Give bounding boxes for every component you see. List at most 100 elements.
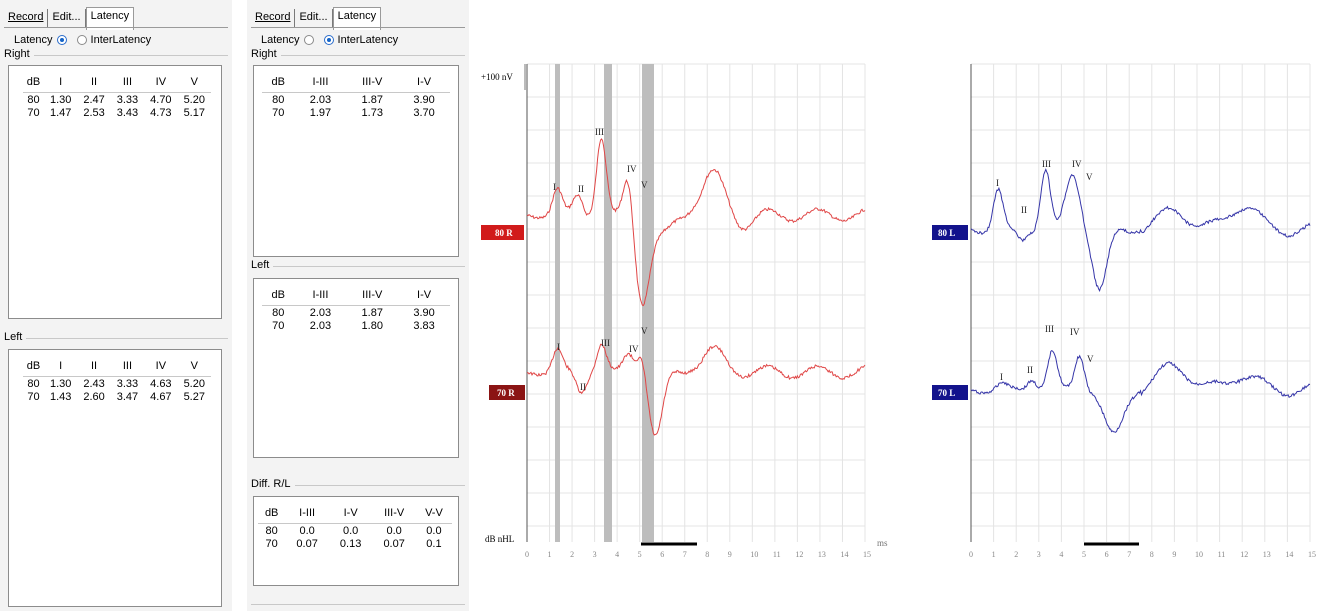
peak-label-ii: II bbox=[580, 382, 586, 392]
diff-group-title: Diff. R/L bbox=[251, 478, 295, 490]
left-group: Left bbox=[4, 331, 228, 343]
badge-80r-label: 80 R bbox=[495, 228, 513, 238]
y-axis-label: dB nHL bbox=[485, 534, 514, 544]
left-group-title: Left bbox=[251, 259, 274, 271]
trace-80l[interactable] bbox=[970, 168, 1311, 292]
right-group-title: Right bbox=[4, 48, 34, 60]
left-group: Left bbox=[251, 259, 465, 271]
badge-70l[interactable] bbox=[932, 385, 968, 400]
x-tick-label: 7 bbox=[1127, 550, 1131, 559]
x-tick-label: 7 bbox=[683, 550, 687, 559]
cursor-bar-3[interactable] bbox=[642, 64, 654, 542]
x-tick-label: 4 bbox=[615, 550, 619, 559]
peak-label-iv: IV bbox=[629, 344, 639, 354]
mode-radio-group: Latency InterLatency bbox=[261, 34, 398, 46]
x-tick-label: 1 bbox=[548, 550, 552, 559]
latency-radio-label: Latency bbox=[14, 34, 53, 46]
tab-latency[interactable]: Latency bbox=[332, 7, 382, 30]
x-tick-label: 6 bbox=[1105, 550, 1109, 559]
tab-strip: Record Edit... Latency bbox=[4, 7, 135, 30]
x-tick-label: 5 bbox=[638, 550, 642, 559]
diff-table: dB I-III I-V III-V V-V 80 0.0 0.0 0.0 0.0 70 0.07… bbox=[258, 503, 452, 550]
tab-record[interactable]: Record bbox=[4, 9, 49, 27]
table-row[interactable]: 70 1.47 2.53 3.43 4.73 5.17 bbox=[27, 106, 205, 119]
mode-radio-group: Latency InterLatency bbox=[14, 34, 151, 46]
peak-label-iii: III bbox=[601, 338, 610, 348]
tab-latency[interactable]: Latency bbox=[85, 7, 135, 30]
left-group-title: Left bbox=[4, 331, 27, 343]
peak-label-iii: III bbox=[1042, 159, 1051, 169]
table-header-row: dB I-III I-V III-V V-V bbox=[258, 503, 452, 524]
badge-70l-label: 70 L bbox=[938, 388, 955, 398]
x-unit-label: ms bbox=[877, 538, 888, 548]
peak-label-ii: II bbox=[1021, 205, 1027, 215]
table-row[interactable]: 70 1.97 1.73 3.70 bbox=[272, 106, 435, 119]
x-tick-label: 0 bbox=[969, 550, 973, 559]
interlatency-radio[interactable] bbox=[323, 35, 334, 45]
tab-strip: Record Edit... Latency bbox=[251, 7, 382, 30]
x-tick-label: 4 bbox=[1059, 550, 1063, 559]
peak-label-v: V bbox=[1086, 172, 1093, 182]
table-row[interactable]: 70 0.07 0.13 0.07 0.1 bbox=[265, 537, 442, 550]
bottom-divider bbox=[251, 604, 465, 605]
trace-70r[interactable] bbox=[526, 343, 866, 436]
x-tick-label: 3 bbox=[593, 550, 597, 559]
x-tick-label: 6 bbox=[660, 550, 664, 559]
cursor-bar-2[interactable] bbox=[604, 64, 612, 542]
scale-label: +100 nV bbox=[481, 72, 513, 82]
table-row[interactable]: 70 2.03 1.80 3.83 bbox=[272, 319, 435, 332]
peak-label-iv: IV bbox=[627, 164, 637, 174]
interlatency-radio[interactable] bbox=[76, 35, 87, 45]
diff-table-box: dB I-III I-V III-V V-V 80 0.0 0.0 0.0 0.0 70 0.07… bbox=[253, 496, 459, 586]
x-tick-label: 15 bbox=[1308, 550, 1316, 559]
table-row[interactable]: 80 1.30 2.43 3.33 4.63 5.20 bbox=[27, 377, 205, 390]
latency-panel: Record Edit... Latency Latency InterLate… bbox=[0, 0, 232, 611]
x-tick-label: 10 bbox=[1195, 550, 1203, 559]
right-group: Right bbox=[4, 48, 228, 60]
table-row[interactable]: 80 2.03 1.87 3.90 bbox=[272, 306, 435, 319]
right-group: Right bbox=[251, 48, 465, 60]
x-tick-label: 1 bbox=[992, 550, 996, 559]
x-tick-label: 2 bbox=[570, 550, 574, 559]
table-row[interactable]: 70 1.43 2.60 3.47 4.67 5.27 bbox=[27, 390, 205, 403]
x-tick-label: 10 bbox=[750, 550, 758, 559]
x-tick-label: 9 bbox=[1172, 550, 1176, 559]
table-row[interactable]: 80 1.30 2.47 3.33 4.70 5.20 bbox=[27, 93, 205, 106]
interlatency-radio-label: InterLatency bbox=[337, 34, 399, 46]
tab-edit[interactable]: Edit... bbox=[48, 9, 86, 27]
table-row[interactable]: 80 2.03 1.87 3.90 bbox=[272, 93, 435, 106]
latency-radio-label: Latency bbox=[261, 34, 300, 46]
peak-label-v: V bbox=[641, 180, 648, 190]
badge-70r[interactable] bbox=[489, 385, 525, 400]
peak-label-iii: III bbox=[595, 127, 604, 137]
right-latency-table-box: dB I II III IV V 80 1.30 2.47 3.33 4.70 5.20 70 1.4… bbox=[8, 65, 222, 319]
trace-70l[interactable] bbox=[970, 349, 1311, 433]
right-ear-waveform-graph[interactable]: +100 nV dB nHL ms 0 1 2 3 4 5 6 7 8 9 10 11 12 13 14 15… bbox=[475, 0, 895, 611]
table-row[interactable]: 80 0.0 0.0 0.0 0.0 bbox=[265, 524, 442, 537]
right-interlatency-table: dB I-III III-V I-V 80 2.03 1.87 3.90 70 1.97 1.7… bbox=[262, 72, 450, 119]
x-tick-label: 8 bbox=[705, 550, 709, 559]
tab-record[interactable]: Record bbox=[251, 9, 296, 27]
x-tick-label: 12 bbox=[795, 550, 803, 559]
x-tick-label: 8 bbox=[1150, 550, 1154, 559]
tab-divider bbox=[251, 27, 465, 28]
left-interlatency-table: dB I-III III-V I-V 80 2.03 1.87 3.90 70 2.03 1.8… bbox=[262, 285, 450, 332]
badge-80r[interactable] bbox=[481, 225, 524, 240]
x-tick-label: 12 bbox=[1240, 550, 1248, 559]
left-latency-table: dB I II III IV V 80 1.30 2.43 3.33 4.63 5.20 70 1.4… bbox=[23, 356, 211, 403]
peak-label-i: I bbox=[557, 342, 560, 352]
peak-label-i: I bbox=[996, 178, 999, 188]
x-tick-label: 13 bbox=[1263, 550, 1271, 559]
tab-edit[interactable]: Edit... bbox=[295, 9, 333, 27]
x-tick-label: 3 bbox=[1037, 550, 1041, 559]
peak-label-iv: IV bbox=[1072, 159, 1082, 169]
peak-label-v: V bbox=[1087, 354, 1094, 364]
trace-80r[interactable] bbox=[526, 138, 866, 307]
cursor-bar-1[interactable] bbox=[555, 64, 560, 542]
badge-80l[interactable] bbox=[932, 225, 968, 240]
diff-group: Diff. R/L bbox=[251, 478, 465, 490]
latency-radio[interactable] bbox=[303, 35, 314, 45]
table-header-row: dB I II III IV V bbox=[23, 356, 211, 377]
latency-radio[interactable] bbox=[56, 35, 67, 45]
